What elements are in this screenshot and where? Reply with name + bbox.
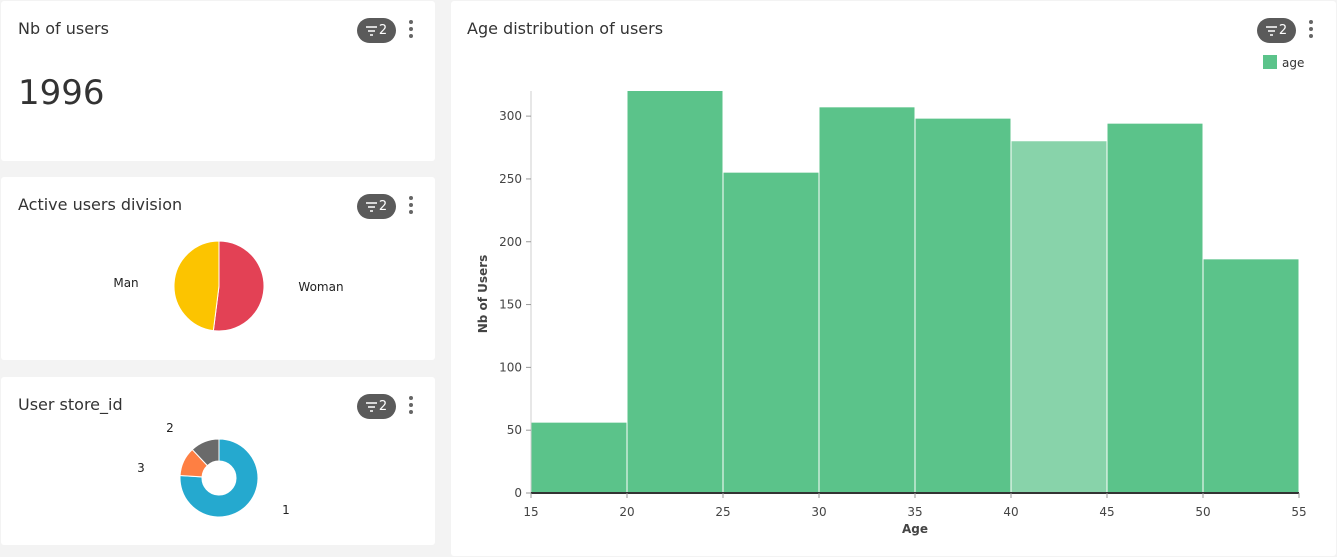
x-tick-label: 40 xyxy=(1003,505,1018,519)
pie-slice-2[interactable] xyxy=(191,438,220,467)
filter-badge[interactable]: 2 xyxy=(357,394,396,419)
more-options-icon[interactable] xyxy=(407,395,415,415)
card-title: Nb of users xyxy=(18,19,109,38)
x-tick-label: 20 xyxy=(619,505,634,519)
legend-swatch xyxy=(1263,55,1277,69)
pie-slice-woman[interactable] xyxy=(212,240,265,332)
x-tick-label: 15 xyxy=(523,505,538,519)
y-axis-label: Nb of Users xyxy=(476,255,490,334)
pie-label: Woman xyxy=(298,280,343,294)
pie-label: 3 xyxy=(137,461,145,475)
filter-badge[interactable]: 2 xyxy=(357,194,396,219)
histogram-bar[interactable] xyxy=(723,172,819,493)
histogram-bar[interactable] xyxy=(1203,259,1299,493)
active-users-division-card: Active users division 2 Woman Man xyxy=(1,177,435,360)
y-tick-label: 300 xyxy=(499,109,522,123)
filter-count: 2 xyxy=(1278,23,1288,38)
card-title: User store_id xyxy=(18,395,123,414)
y-tick-label: 150 xyxy=(499,298,522,312)
y-tick-label: 250 xyxy=(499,172,522,186)
x-tick-label: 50 xyxy=(1195,505,1210,519)
y-tick-label: 100 xyxy=(499,360,522,374)
card-title: Active users division xyxy=(18,195,183,214)
filter-icon xyxy=(365,25,377,36)
filter-icon xyxy=(365,401,377,412)
filter-count: 2 xyxy=(378,399,388,414)
histogram-bar[interactable] xyxy=(1011,141,1107,493)
x-tick-label: 25 xyxy=(715,505,730,519)
filter-badge[interactable]: 2 xyxy=(1257,18,1296,43)
histogram-bar[interactable] xyxy=(1107,123,1203,493)
pie-label: 1 xyxy=(282,503,290,517)
x-tick-label: 35 xyxy=(907,505,922,519)
x-axis-label: Age xyxy=(902,522,928,536)
pie-slice-man[interactable] xyxy=(173,240,220,332)
y-tick-label: 200 xyxy=(499,235,522,249)
active-users-pie-chart: Woman Man xyxy=(113,240,344,332)
users-count-card: Nb of users 2 1996 xyxy=(1,1,435,161)
age-distribution-card: Age distribution of users 2 0 50 100 150 200… xyxy=(451,1,1336,556)
x-tick-label: 55 xyxy=(1291,505,1306,519)
more-options-icon[interactable] xyxy=(1307,19,1315,39)
store-id-donut-chart: 1 3 2 xyxy=(137,421,290,518)
histogram-bar[interactable] xyxy=(627,91,723,493)
y-tick-label: 50 xyxy=(507,423,522,437)
pie-slice-1[interactable] xyxy=(179,438,259,518)
histogram-bar[interactable] xyxy=(531,422,627,493)
users-count-value: 1996 xyxy=(18,73,105,113)
filter-count: 2 xyxy=(378,23,388,38)
pie-label: Man xyxy=(113,276,138,290)
more-options-icon[interactable] xyxy=(407,19,415,39)
age-histogram-chart: 0 50 100 150 200 250 300 15 20 25 30 35 40 45 50 55 Age N… xyxy=(476,55,1307,536)
filter-icon xyxy=(365,201,377,212)
filter-icon xyxy=(1265,25,1277,36)
filter-count: 2 xyxy=(378,199,388,214)
legend-label: age xyxy=(1282,56,1304,70)
more-options-icon[interactable] xyxy=(407,195,415,215)
x-tick-label: 45 xyxy=(1099,505,1114,519)
pie-label: 2 xyxy=(166,421,174,435)
store-id-card: User store_id 2 1 3 2 xyxy=(1,377,435,545)
filter-badge[interactable]: 2 xyxy=(357,18,396,43)
y-tick-label: 0 xyxy=(514,486,522,500)
histogram-bar[interactable] xyxy=(819,107,915,494)
histogram-bar[interactable] xyxy=(915,118,1011,493)
x-tick-label: 30 xyxy=(811,505,826,519)
card-title: Age distribution of users xyxy=(467,19,664,38)
